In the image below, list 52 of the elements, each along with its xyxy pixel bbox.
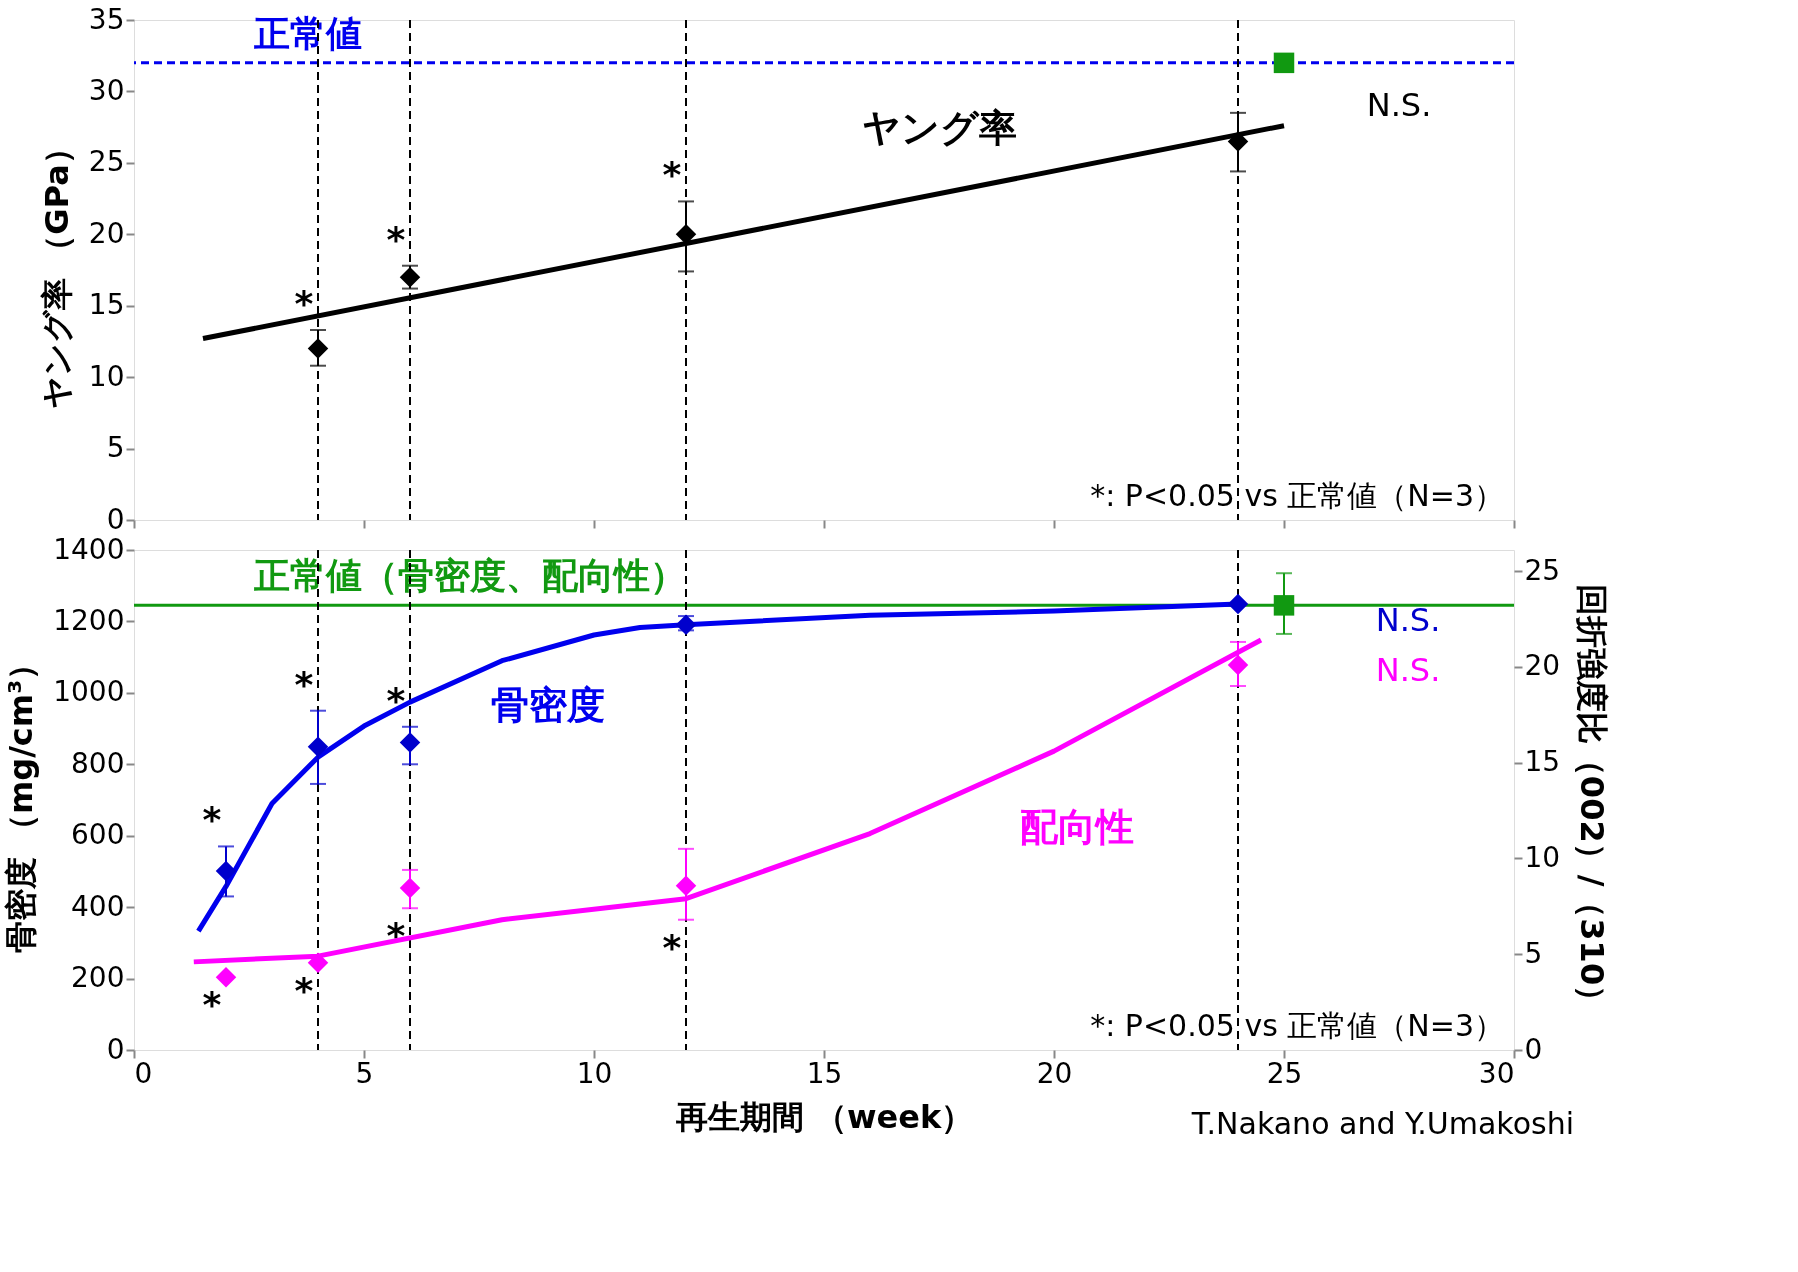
- annotation: ヤング率: [861, 106, 1017, 150]
- annotation: 骨密度: [491, 683, 605, 727]
- annotation: N.S.: [1375, 601, 1441, 639]
- y2-tick-label: 20: [1524, 649, 1561, 683]
- x-axis-title: 再生期間 （week）: [674, 1097, 974, 1136]
- x-tick-label: 15: [806, 1056, 843, 1090]
- y-tick-label: 200: [71, 961, 125, 995]
- annotation: *: [386, 218, 406, 260]
- annotation: *: [294, 283, 314, 324]
- annotation: N.S.: [1366, 86, 1432, 124]
- annotation: *: [662, 154, 682, 196]
- annotation: *: P<0.05 vs 正常値（N=3）: [1090, 1008, 1504, 1043]
- x-tick-label: 5: [355, 1056, 374, 1090]
- y-tick-label: 10: [88, 359, 125, 393]
- annotation: *: [202, 799, 222, 841]
- y-tick-label: 1000: [53, 675, 125, 709]
- annotation: *: [294, 969, 314, 1011]
- annotation: *: [202, 984, 222, 1026]
- y-axis-title: 骨密度 （mg/cm³）: [2, 647, 41, 954]
- ref-line-label: 正常値: [254, 12, 362, 54]
- annotation: *: [662, 926, 682, 968]
- y2-axis-title: 回折強度比（002）/（310）: [1573, 583, 1612, 1018]
- y-tick-label: 1200: [53, 603, 125, 637]
- y-tick-label: 800: [71, 746, 125, 780]
- annotation: *: [386, 679, 406, 721]
- y-tick-label: 35: [88, 2, 125, 36]
- y-tick-label: 600: [71, 818, 125, 852]
- y-tick-label: 5: [106, 431, 125, 465]
- annotation: *: P<0.05 vs 正常値（N=3）: [1090, 478, 1504, 513]
- y2-tick-label: 25: [1524, 553, 1561, 587]
- x-tick-label: 0: [134, 1056, 153, 1090]
- annotation: *: [386, 915, 406, 957]
- annotation: N.S.: [1375, 651, 1441, 689]
- y-axis-title: ヤング率 （GPa）: [37, 132, 76, 409]
- y-tick-label: 30: [88, 73, 125, 107]
- annotation: 配向性: [1020, 805, 1134, 849]
- x-tick-label: 30: [1478, 1056, 1515, 1090]
- y-tick-label: 20: [88, 216, 125, 250]
- y-tick-label: 15: [88, 288, 125, 322]
- x-tick-label: 25: [1266, 1056, 1303, 1090]
- x-tick-label: 20: [1036, 1056, 1073, 1090]
- annotation: *: [294, 663, 314, 705]
- y-tick-label: 0: [106, 1032, 125, 1066]
- y2-tick-label: 10: [1524, 840, 1561, 874]
- y2-tick-label: 0: [1524, 1032, 1543, 1066]
- x-tick-label: 10: [576, 1056, 613, 1090]
- y2-tick-label: 15: [1524, 745, 1561, 779]
- y2-tick-label: 5: [1524, 936, 1543, 970]
- y-tick-label: 400: [71, 889, 125, 923]
- y-tick-label: 25: [88, 145, 125, 179]
- ref-line-label: 正常値（骨密度、配向性）: [254, 555, 686, 597]
- text: T.Nakano and Y.Umakoshi: [1190, 1106, 1574, 1141]
